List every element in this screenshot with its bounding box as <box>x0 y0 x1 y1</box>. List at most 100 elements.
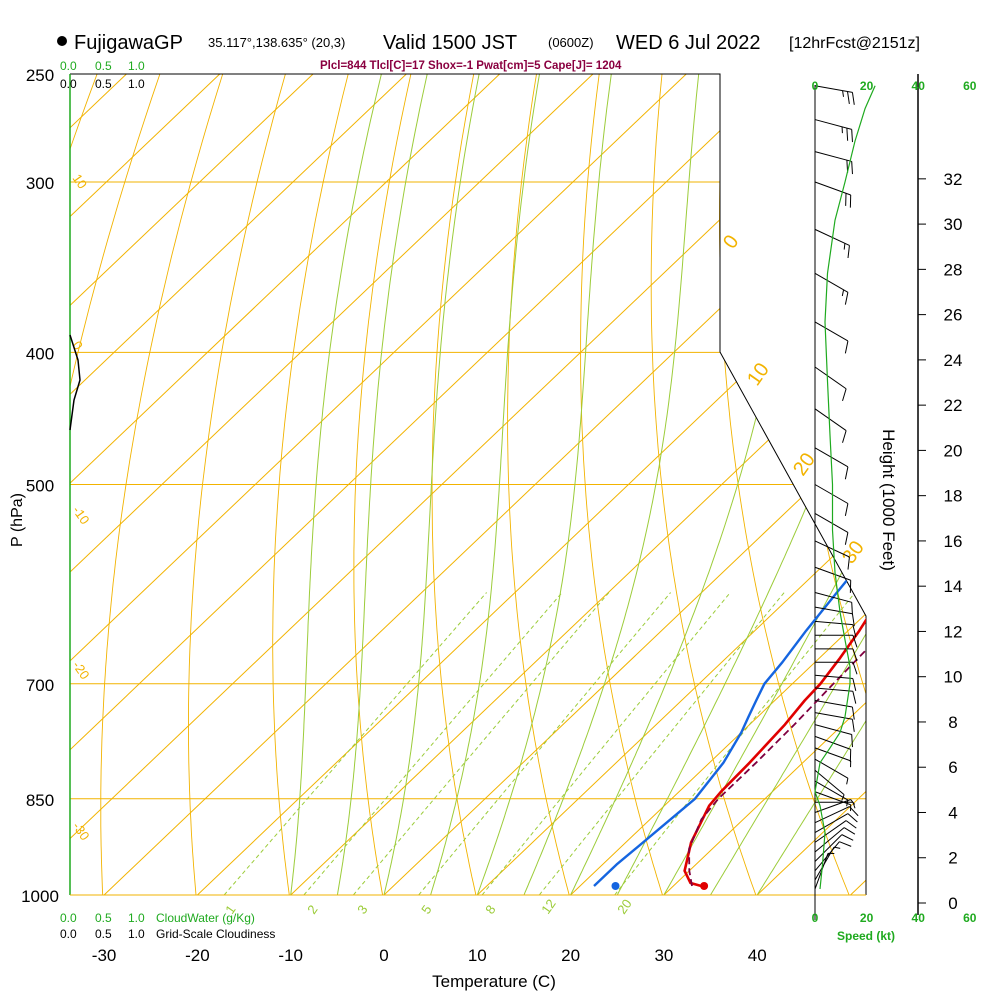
wind-barb-flag <box>851 719 855 732</box>
wind-barb-shaft <box>814 566 851 581</box>
mixing-ratio-label: 8 <box>482 902 498 917</box>
station-dot-icon <box>57 36 67 46</box>
cloud-scale-bottom-black-label: 0.0 <box>60 927 77 941</box>
wind-barb <box>814 735 852 763</box>
height-tick-label: 10 <box>944 668 963 687</box>
speed-tick-top-label: 0 <box>812 79 819 93</box>
moist-adiabat-line <box>756 74 866 895</box>
wind-barb-flag <box>842 430 847 443</box>
wind-barb-flag <box>844 292 849 305</box>
dry-adiabat-line <box>272 74 355 895</box>
wind-barb-half-flag <box>841 794 845 801</box>
wind-barb <box>814 620 857 638</box>
height-tick-label: 32 <box>944 170 963 189</box>
mixing-ratio-line <box>481 592 731 895</box>
mixing-ratio-label: 5 <box>418 902 434 917</box>
wind-barb-half-flag <box>841 289 845 297</box>
dry-adiabat-line <box>100 74 231 895</box>
wind-barb-shaft <box>814 780 849 801</box>
x-axis-title: Temperature (C) <box>432 972 556 991</box>
moist-adiabat-line <box>290 74 388 895</box>
y2-axis-title: Height (1000 Feet) <box>879 429 898 571</box>
wind-barb <box>814 769 845 801</box>
isotherm-line <box>70 74 407 895</box>
wind-barb-flag <box>852 648 858 662</box>
cloud-scale-bottom-black-label: 0.5 <box>95 927 112 941</box>
temperature-tick-label: 40 <box>748 946 767 965</box>
height-tick-label: 18 <box>944 487 963 506</box>
wind-barb-flag <box>851 613 855 627</box>
wind-barb <box>814 591 853 615</box>
dry-adiabat-line <box>719 74 850 895</box>
wind-barb <box>814 151 853 175</box>
frame-layer <box>69 73 919 920</box>
cloudiness-label: Grid-Scale Cloudiness <box>156 927 275 941</box>
temperature-tick-label: 10 <box>468 946 487 965</box>
mixing-ratio-label: 3 <box>354 902 370 917</box>
wind-barb <box>814 791 852 812</box>
wind-barb-half-flag <box>843 243 846 250</box>
indices-line: Plcl=844 Tlcl[C]=17 Shox=-1 Pwat[cm]=5 C… <box>320 60 622 72</box>
moist-adiabat-line <box>616 74 866 895</box>
dry-adiabat-line <box>353 74 417 895</box>
wind-barb <box>814 512 849 545</box>
cloud-scale-top-black-label: 0.0 <box>60 77 77 91</box>
cloudwater-label: CloudWater (g/Kg) <box>156 911 255 925</box>
temperature-tick-label: -30 <box>92 946 117 965</box>
wind-barb-shaft <box>814 119 852 130</box>
height-tick-label: 20 <box>944 441 963 460</box>
height-tick-label: 6 <box>948 758 957 777</box>
moist-adiabat-line <box>523 74 702 895</box>
wind-barb-flag <box>843 827 856 835</box>
wind-barb <box>814 834 854 862</box>
isotherm-line <box>70 74 780 895</box>
forecast-label: [12hrFcst@2151z] <box>789 35 920 52</box>
wind-barb <box>814 606 855 627</box>
wind-barb-flag <box>851 129 853 143</box>
wind-barb-shaft <box>814 85 853 93</box>
pressure-tick-label: 400 <box>26 344 54 363</box>
speed-tick-bottom-label: 0 <box>812 911 819 925</box>
cloud-scale-top-green-label: 1.0 <box>128 59 145 73</box>
cloud-scale-top-black-label: 1.0 <box>128 77 145 91</box>
y-axis-title: P (hPa) <box>9 493 26 547</box>
wind-barb-shaft <box>814 674 853 680</box>
wind-barb <box>814 674 857 691</box>
pressure-tick-label: 500 <box>26 477 54 496</box>
wind-barb-flag <box>852 624 857 638</box>
wind-barb <box>814 85 855 105</box>
dry-adiabat-line <box>188 74 293 895</box>
wind-barb <box>814 827 856 853</box>
cloud-scale-bottom-green-label: 0.5 <box>95 911 112 925</box>
isotherm-line <box>197 74 866 895</box>
wind-barb-shaft <box>814 151 852 162</box>
isotherm-line <box>290 74 866 895</box>
pressure-tick-label: 1000 <box>21 887 59 906</box>
isotherm-line <box>70 74 594 895</box>
mixing-ratio-line <box>418 592 671 895</box>
moist-adiabat-line <box>476 74 616 895</box>
wind-barb-shaft <box>814 687 853 692</box>
isotherm-label: 0 <box>719 231 743 253</box>
wind-barb-flag <box>851 161 853 175</box>
wind-barb-flag <box>851 92 855 105</box>
wind-barb-shaft <box>814 806 850 824</box>
wind-barb-shaft <box>814 813 849 834</box>
dry-adiabat-line <box>849 74 866 895</box>
wind-barb-shaft <box>814 820 847 843</box>
wind-barb-flag <box>844 532 849 545</box>
isotherm-label: 10 <box>743 359 774 390</box>
mixing-ratio-line <box>538 592 785 895</box>
wind-barb-shaft <box>814 181 851 196</box>
speed-tick-top-label: 40 <box>912 79 926 93</box>
height-tick-label: 26 <box>944 306 963 325</box>
valid-label: Valid 1500 JST <box>383 32 517 54</box>
wind-barb-flag <box>841 834 854 841</box>
cloud-scale-bottom-green-label: 0.0 <box>60 911 77 925</box>
wind-barb-shaft <box>814 366 847 390</box>
wind-barb-flag <box>847 91 850 105</box>
moist-adiabat-line <box>430 74 545 895</box>
wind-barb-flag <box>844 466 849 480</box>
moist-adiabat-line <box>383 74 485 895</box>
